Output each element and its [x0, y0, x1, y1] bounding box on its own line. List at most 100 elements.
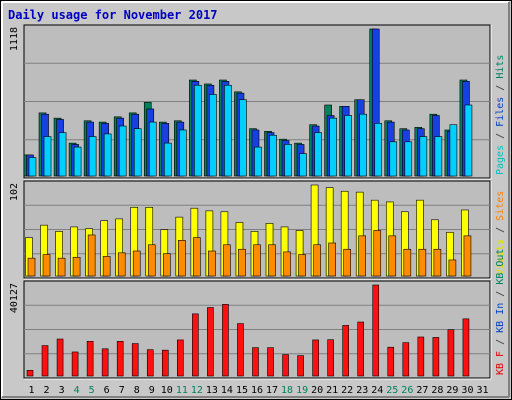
- x-tick-label: 21: [326, 385, 338, 396]
- bar-pages: [239, 99, 247, 177]
- bar-pages: [73, 146, 82, 177]
- bar-sites: [147, 244, 156, 277]
- bar-sites: [403, 248, 412, 277]
- bar-kb-f: [71, 351, 79, 377]
- x-tick-label: 13: [206, 385, 218, 396]
- bar-kb-f: [297, 355, 304, 377]
- bar-kb-f: [447, 329, 455, 377]
- x-tick-label: 29: [446, 385, 458, 396]
- bar-pages: [299, 153, 307, 177]
- panel-top-axis-label-part: /: [495, 79, 506, 97]
- bar-sites: [102, 256, 111, 277]
- bar-kb-f: [327, 339, 334, 377]
- bar-sites: [283, 251, 291, 277]
- bar-sites: [193, 237, 201, 277]
- bar-kb-f: [252, 347, 259, 377]
- panel-top-axis-label-part: Pages: [495, 145, 506, 175]
- bar-pages: [449, 124, 458, 177]
- bar-kb-f: [267, 347, 274, 377]
- bar-sites: [208, 250, 216, 277]
- x-tick-label: 11: [176, 385, 188, 396]
- bar-sites: [328, 242, 336, 277]
- bar-kb-f: [86, 341, 94, 377]
- panel-top-axis-label-part: Hits: [495, 55, 506, 79]
- x-tick-label: 27: [416, 385, 428, 396]
- x-tick-label: 30: [461, 385, 473, 396]
- bar-kb-f: [161, 349, 169, 377]
- panel-bottom-axis-label: KB F / KB In / KB Out: [495, 249, 506, 375]
- x-tick-label: 24: [371, 385, 383, 396]
- bar-pages: [419, 136, 428, 177]
- panel-top-axis-label-part: /: [495, 127, 506, 145]
- bar-pages: [163, 142, 172, 177]
- bar-kb-f: [417, 336, 425, 377]
- bar-pages: [28, 157, 37, 177]
- bar-kb-f: [387, 346, 395, 377]
- bar-kb-f: [192, 313, 199, 377]
- chart-title: Daily usage for November 2017: [8, 8, 218, 22]
- bar-pages: [269, 134, 277, 177]
- bar-sites: [223, 244, 231, 277]
- bar-kb-f: [101, 348, 109, 377]
- bar-sites: [27, 257, 36, 277]
- bar-sites: [463, 235, 472, 277]
- panel-middle-axis-label-part: Sites: [495, 191, 506, 221]
- bar-kb-f: [432, 337, 440, 377]
- bar-sites: [72, 256, 81, 277]
- x-tick-label: 6: [104, 385, 110, 396]
- x-tick-label: 9: [149, 385, 155, 396]
- bar-pages: [404, 141, 413, 177]
- bar-sites: [298, 254, 306, 277]
- bar-pages: [314, 132, 322, 177]
- x-tick-label: 12: [191, 385, 203, 396]
- panel-bottom-axis-label-part: KB In: [495, 303, 506, 333]
- bar-sites: [268, 244, 276, 277]
- panel-bottom-axis-label-part: KB F: [495, 351, 506, 375]
- bar-pages: [133, 128, 142, 177]
- bar-sites: [343, 248, 351, 277]
- bar-kb-f: [116, 341, 124, 377]
- bar-kb-f: [26, 370, 34, 377]
- panel-top-max-label: 1118: [9, 27, 20, 51]
- bar-pages: [224, 84, 232, 177]
- x-tick-label: 25: [386, 385, 398, 396]
- x-tick-label: 31: [476, 385, 488, 396]
- bar-sites: [418, 248, 427, 277]
- x-tick-label: 8: [134, 385, 140, 396]
- panel-middle-axis-label: Visits / Sites: [495, 191, 506, 275]
- bar-sites: [448, 259, 457, 277]
- x-tick-label: 14: [221, 385, 233, 396]
- bar-pages: [284, 144, 292, 177]
- bar-kb-f: [177, 339, 184, 377]
- bar-sites: [178, 240, 186, 277]
- panel-bottom-axis-label-part: KB Out: [495, 249, 506, 285]
- panel-middle-max-label: 102: [9, 183, 20, 201]
- bar-pages: [194, 84, 202, 177]
- bar-sites: [433, 248, 442, 277]
- bar-pages: [389, 141, 398, 177]
- bar-sites: [42, 254, 51, 277]
- bar-sites: [358, 235, 367, 277]
- bar-kb-f: [222, 304, 229, 377]
- panel-bottom-max-label: 40127: [9, 283, 20, 313]
- x-tick-label: 17: [266, 385, 278, 396]
- x-tick-label: 26: [401, 385, 413, 396]
- bar-kb-f: [237, 323, 244, 377]
- panel-top-axis-label: Pages / Files / Hits: [495, 55, 506, 175]
- bar-kb-f: [207, 307, 214, 377]
- panel-bottom-axis-label-part: /: [495, 333, 506, 351]
- panel-bottom-axis-label-part: /: [495, 285, 506, 303]
- x-tick-label: 2: [44, 385, 50, 396]
- panel-middle-axis-label-part: Visits: [495, 239, 506, 275]
- bar-pages: [43, 136, 52, 177]
- bar-pages: [464, 104, 473, 177]
- x-tick-label: 22: [341, 385, 353, 396]
- x-tick-label: 1: [29, 385, 35, 396]
- bar-kb-f: [402, 342, 410, 377]
- bar-kb-f: [312, 339, 319, 377]
- bar-kb-f: [56, 338, 64, 377]
- x-tick-label: 19: [296, 385, 308, 396]
- bar-pages: [179, 129, 187, 177]
- bar-pages: [209, 94, 217, 177]
